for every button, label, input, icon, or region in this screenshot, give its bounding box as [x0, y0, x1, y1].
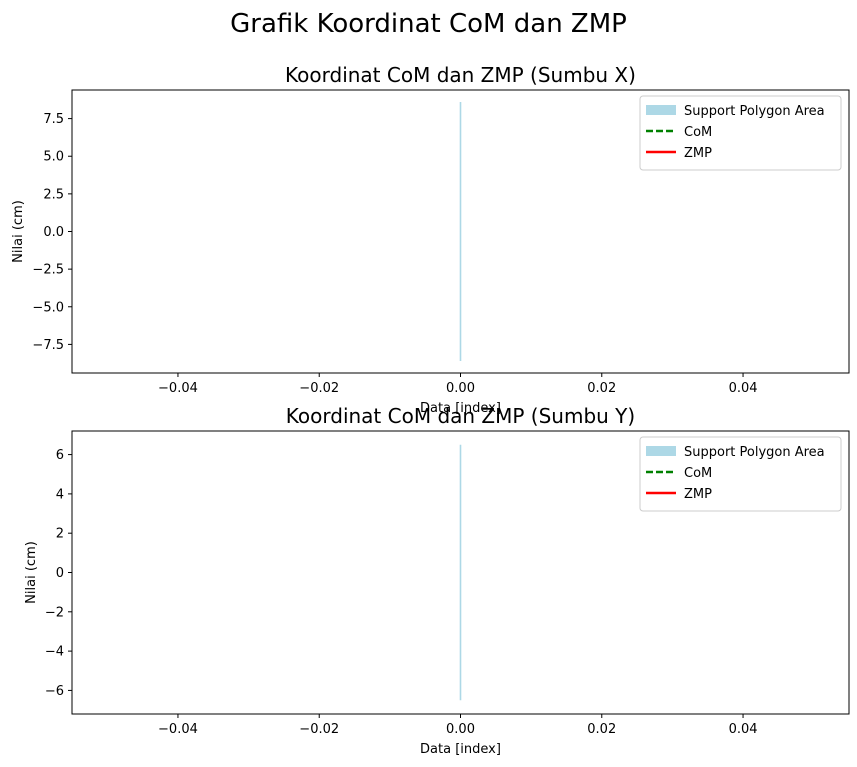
x-tick-label: −0.04 [158, 381, 198, 396]
legend-support-polygon-label: Support Polygon Area [684, 104, 825, 119]
legend-box [639, 436, 842, 512]
x-tick-label: −0.02 [299, 381, 339, 396]
legend-support-polygon-swatch [646, 446, 676, 456]
y-tick-label: −2 [45, 605, 64, 620]
y-axis-label: Nilai (cm) [11, 200, 26, 263]
x-tick-label: −0.04 [158, 722, 198, 737]
x-tick-label: 0.02 [587, 722, 616, 737]
y-tick-label: 6 [56, 448, 64, 463]
legend-support-polygon-label: Support Polygon Area [684, 445, 825, 460]
x-tick-label: 0.04 [729, 381, 758, 396]
y-axis-label: Nilai (cm) [24, 541, 39, 604]
x-tick-label: 0.04 [729, 722, 758, 737]
y-tick-label: −4 [45, 645, 64, 660]
figure-suptitle: Grafik Koordinat CoM dan ZMP [230, 9, 627, 39]
x-tick-label: 0.02 [587, 381, 616, 396]
y-tick-label: −2.5 [32, 263, 64, 278]
y-tick-label: 2 [56, 527, 64, 542]
y-tick-label: −5.0 [32, 300, 64, 315]
legend-com-label: CoM [684, 125, 712, 140]
x-tick-label: 0.00 [446, 381, 475, 396]
chart-legend: Support Polygon Area CoM ZMP [639, 436, 842, 512]
chart-x-axis-panel: Koordinat CoM dan ZMP (Sumbu X) −0.04 −0.0… [11, 63, 850, 416]
legend-com-label: CoM [684, 466, 712, 481]
y-tick-label: 4 [56, 487, 64, 502]
y-tick-label: 2.5 [43, 187, 64, 202]
chart-title: Koordinat CoM dan ZMP (Sumbu Y) [286, 404, 635, 428]
chart-title: Koordinat CoM dan ZMP (Sumbu X) [285, 63, 636, 87]
x-axis-label: Data [index] [420, 742, 501, 757]
x-axis-label: Data [index] [420, 401, 501, 416]
chart-legend: Support Polygon Area CoM ZMP [639, 95, 842, 171]
y-tick-label: 7.5 [43, 112, 64, 127]
legend-zmp-label: ZMP [684, 146, 712, 161]
y-tick-label: 0.0 [43, 225, 64, 240]
legend-box [639, 95, 842, 171]
legend-zmp-label: ZMP [684, 487, 712, 502]
x-tick-label: −0.02 [299, 722, 339, 737]
y-tick-label: −7.5 [32, 338, 64, 353]
y-tick-label: 5.0 [43, 150, 64, 165]
legend-support-polygon-swatch [646, 105, 676, 115]
y-tick-label: −6 [45, 684, 64, 699]
x-tick-label: 0.00 [446, 722, 475, 737]
chart-y-axis-panel: Koordinat CoM dan ZMP (Sumbu Y) −0.04 −0.0… [24, 404, 850, 757]
y-tick-label: 0 [56, 566, 64, 581]
